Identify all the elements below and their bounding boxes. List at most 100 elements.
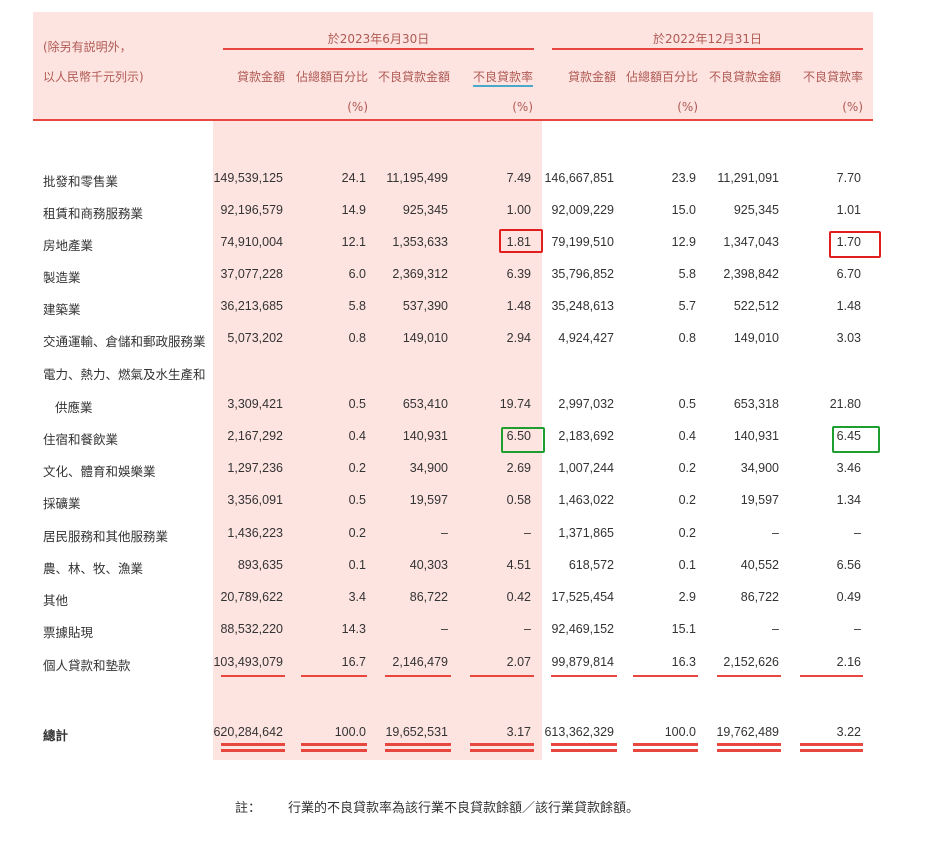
table-cell: 3.4 — [348, 590, 366, 604]
table-cell: 537,390 — [402, 299, 448, 313]
table-cell: 2,183,692 — [558, 429, 614, 443]
table-cell: 0.42 — [506, 590, 531, 604]
table-cell: 34,900 — [409, 461, 448, 475]
table-cell: 19.74 — [499, 397, 531, 411]
period2-heading: 於2022年12月31日 — [652, 32, 763, 46]
table-cell: 2.07 — [506, 655, 531, 669]
table-cell: 1,347,043 — [723, 235, 779, 249]
table-cell: 74,910,004 — [220, 235, 283, 249]
table-cell: 0.49 — [836, 590, 861, 604]
table-cell: 5.8 — [348, 299, 366, 313]
table-cell: 19,597 — [740, 493, 779, 507]
row-label: 居民服務和其他服務業 — [43, 529, 169, 544]
total-label: 總計 — [43, 728, 69, 743]
row-label: 個人貸款和墊款 — [43, 658, 131, 673]
row-label: 農、林、牧、漁業 — [43, 561, 144, 576]
table-cell: 1,463,022 — [558, 493, 614, 507]
table-cell: 40,552 — [740, 558, 779, 572]
table-cell: 149,010 — [402, 331, 448, 345]
table-cell: 12.1 — [341, 235, 366, 249]
table-cell: 37,077,228 — [220, 267, 283, 281]
table-cell: 12.9 — [671, 235, 696, 249]
table-cell: 653,410 — [402, 397, 448, 411]
total-double-rule — [385, 743, 451, 746]
table-cell: – — [772, 622, 779, 636]
table-cell: – — [441, 622, 448, 636]
table-cell: 2,152,626 — [723, 655, 779, 669]
table-cell: 146,667,851 — [544, 171, 614, 185]
table-cell: 92,009,229 — [551, 203, 614, 217]
table-cell: 19,597 — [409, 493, 448, 507]
subtotal-rule — [551, 675, 617, 677]
table-cell: 6.39 — [506, 267, 531, 281]
col-pct-of-total-p2: 佔總額百分比 — [625, 70, 698, 84]
period1-heading: 於2023年6月30日 — [327, 32, 430, 46]
row-label: 房地產業 — [43, 238, 94, 253]
total-double-rule — [385, 749, 451, 752]
table-cell: – — [772, 526, 779, 540]
row-label: 文化、體育和娛樂業 — [43, 464, 156, 479]
row-label: 租賃和商務服務業 — [43, 206, 144, 221]
table-cell: 24.1 — [341, 171, 366, 185]
table-cell: 0.8 — [678, 331, 696, 345]
table-cell: 1.01 — [836, 203, 861, 217]
row-label: 交通運輸、倉儲和郵政服務業 — [43, 334, 206, 349]
table-cell: 618,572 — [568, 558, 614, 572]
subtotal-rule — [470, 675, 534, 677]
table-cell: 6.50 — [506, 429, 531, 443]
table-cell: 1,297,236 — [227, 461, 283, 475]
table-cell: 4,924,427 — [558, 331, 614, 345]
table-header-background — [33, 12, 873, 120]
table-cell: 92,196,579 — [220, 203, 283, 217]
table-cell: 2,398,842 — [723, 267, 779, 281]
footnote-prefix: 註： — [235, 801, 262, 816]
table-cell: 0.2 — [678, 493, 696, 507]
table-cell: 0.1 — [348, 558, 366, 572]
table-cell: 16.3 — [671, 655, 696, 669]
row-label: 製造業 — [43, 270, 81, 285]
table-cell: 653,318 — [733, 397, 779, 411]
table-cell: 2.9 — [678, 590, 696, 604]
table-cell: 0.2 — [348, 526, 366, 540]
header-bottom-rule — [33, 119, 873, 121]
table-cell: 4.51 — [506, 558, 531, 572]
pct-unit-p1-a: (%) — [347, 100, 368, 114]
total-cell: 100.0 — [664, 725, 696, 739]
table-cell: 103,493,079 — [213, 655, 283, 669]
table-cell: 522,512 — [733, 299, 779, 313]
total-double-rule — [633, 749, 698, 752]
table-cell: 0.2 — [678, 461, 696, 475]
total-cell: 19,762,489 — [716, 725, 779, 739]
table-cell: 1,371,865 — [558, 526, 614, 540]
total-double-rule — [633, 743, 698, 746]
period1-rule — [223, 48, 534, 50]
table-cell: 7.70 — [836, 171, 861, 185]
table-cell: 79,199,510 — [551, 235, 614, 249]
table-cell: – — [441, 526, 448, 540]
table-cell: 15.1 — [671, 622, 696, 636]
row-label: 供應業 — [55, 400, 93, 415]
col-loan-amount-p1: 貸款金額 — [236, 70, 285, 84]
table-cell: 3,309,421 — [227, 397, 283, 411]
total-cell: 620,284,642 — [213, 725, 283, 739]
col-npl-ratio-p2: 不良貸款率 — [802, 70, 863, 84]
table-cell: 1.48 — [836, 299, 861, 313]
table-cell: 14.3 — [341, 622, 366, 636]
table-cell: 3,356,091 — [227, 493, 283, 507]
table-cell: 2.16 — [836, 655, 861, 669]
table-cell: 99,879,814 — [551, 655, 614, 669]
col-npl-amount-p1: 不良貸款金額 — [377, 70, 450, 84]
table-cell: 1,353,633 — [392, 235, 448, 249]
subtotal-rule — [800, 675, 863, 677]
total-double-rule — [221, 743, 285, 746]
total-cell: 100.0 — [334, 725, 366, 739]
total-double-rule — [470, 749, 534, 752]
table-cell: 6.70 — [836, 267, 861, 281]
table-cell: 925,345 — [402, 203, 448, 217]
total-double-rule — [717, 749, 781, 752]
table-cell: 16.7 — [341, 655, 366, 669]
table-cell: 893,635 — [237, 558, 283, 572]
row-label: 其他 — [43, 593, 69, 608]
pct-unit-p2-a: (%) — [677, 100, 698, 114]
pct-unit-p2-b: (%) — [842, 100, 863, 114]
